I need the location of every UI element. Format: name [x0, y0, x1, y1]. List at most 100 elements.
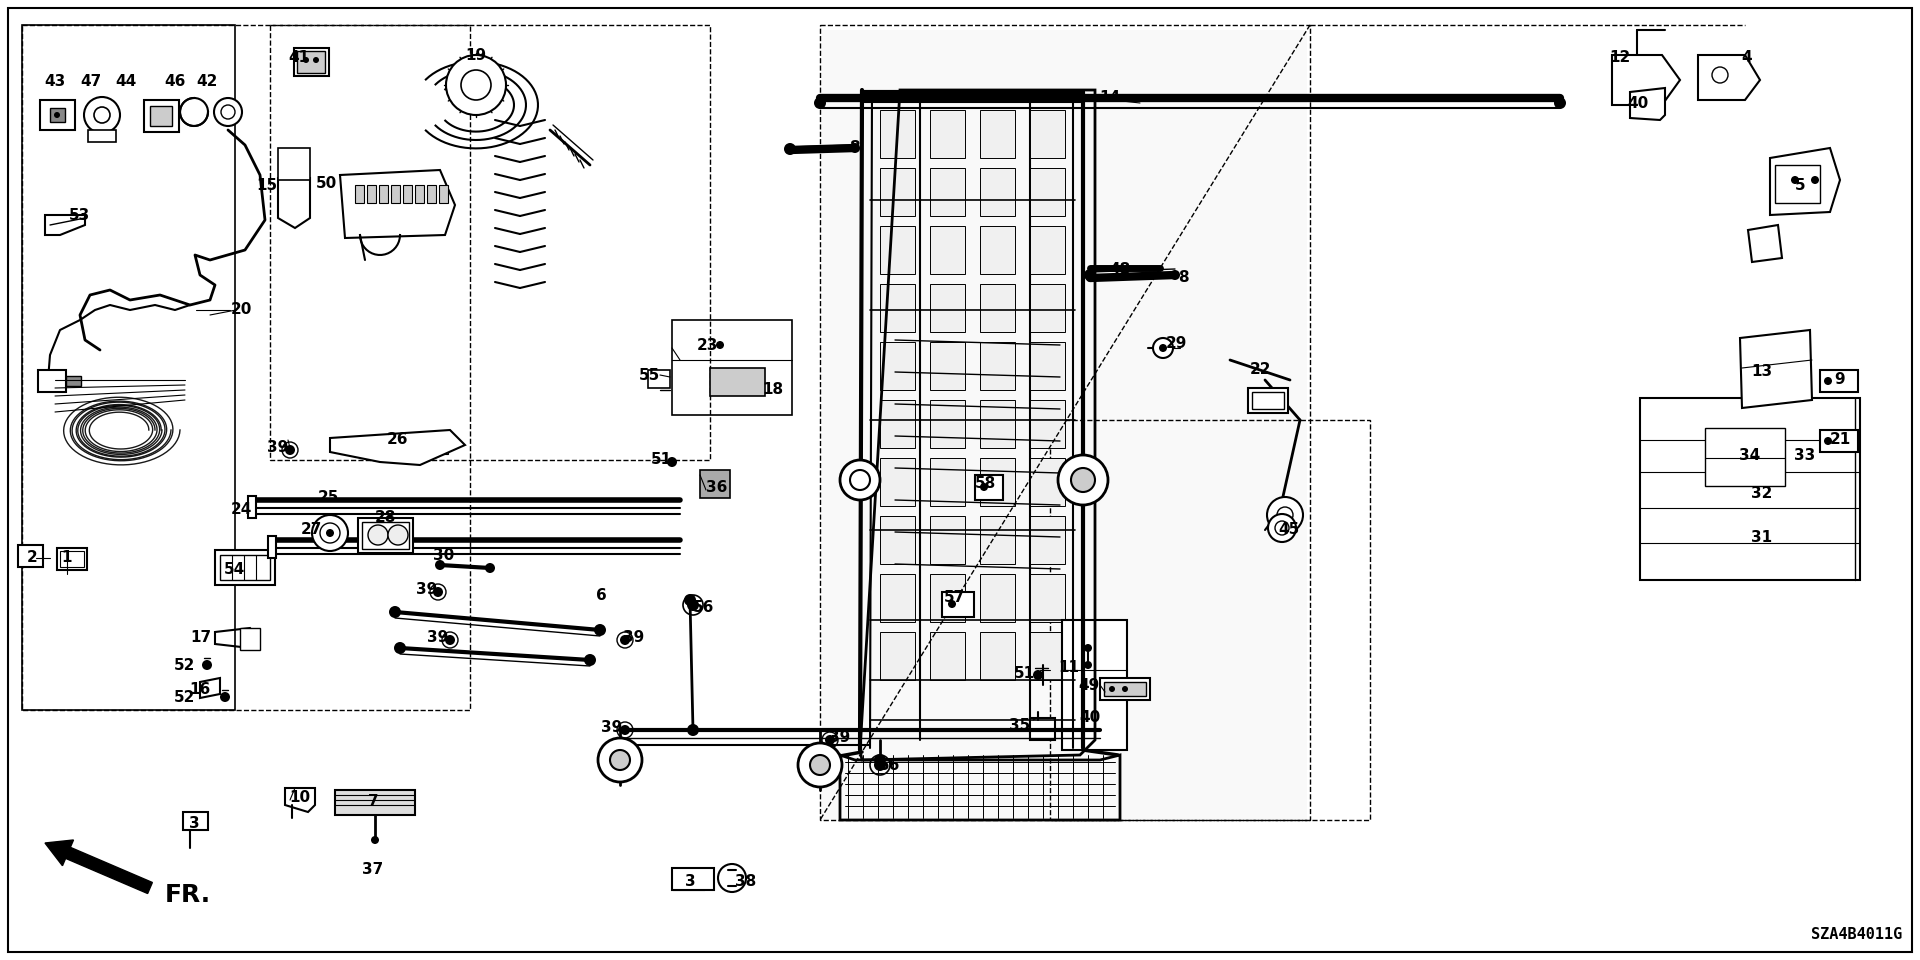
- Circle shape: [810, 755, 829, 775]
- Circle shape: [1071, 468, 1094, 492]
- Text: 39: 39: [426, 631, 447, 645]
- Bar: [1820, 430, 1859, 452]
- Text: 18: 18: [762, 382, 783, 397]
- Text: 58: 58: [975, 475, 996, 491]
- Circle shape: [593, 624, 607, 636]
- Text: 39: 39: [829, 731, 851, 746]
- Bar: [979, 284, 1016, 332]
- Bar: [363, 522, 409, 549]
- Circle shape: [1267, 514, 1296, 542]
- Bar: [701, 470, 730, 498]
- Text: 9: 9: [1836, 372, 1845, 388]
- Text: 24: 24: [230, 502, 252, 517]
- Bar: [357, 518, 413, 553]
- Bar: [979, 632, 1016, 680]
- Bar: [1774, 165, 1820, 203]
- Text: 32: 32: [1751, 486, 1772, 500]
- Polygon shape: [672, 868, 714, 890]
- Polygon shape: [1770, 148, 1839, 215]
- Text: SZA4B4011G: SZA4B4011G: [1811, 927, 1903, 942]
- Bar: [392, 185, 399, 203]
- Circle shape: [874, 759, 885, 771]
- Bar: [440, 185, 447, 203]
- Bar: [879, 168, 916, 216]
- Circle shape: [687, 599, 699, 611]
- Text: 30: 30: [434, 547, 455, 563]
- Bar: [1029, 168, 1066, 216]
- Circle shape: [620, 635, 630, 645]
- Bar: [215, 550, 275, 585]
- Text: 8: 8: [849, 140, 860, 156]
- Text: 13: 13: [1751, 365, 1772, 379]
- Text: 56: 56: [693, 601, 714, 615]
- Circle shape: [311, 515, 348, 551]
- Polygon shape: [215, 628, 257, 648]
- Bar: [88, 130, 115, 142]
- Text: 49: 49: [1079, 678, 1100, 692]
- Text: 40: 40: [1079, 710, 1100, 726]
- Circle shape: [1160, 344, 1167, 352]
- Bar: [248, 496, 255, 518]
- Bar: [979, 574, 1016, 622]
- Text: 36: 36: [707, 479, 728, 494]
- Bar: [1029, 284, 1066, 332]
- Bar: [415, 185, 424, 203]
- Circle shape: [716, 341, 724, 349]
- Polygon shape: [674, 870, 705, 890]
- Circle shape: [1791, 176, 1799, 184]
- Bar: [1705, 428, 1786, 486]
- Circle shape: [284, 445, 296, 455]
- Bar: [367, 185, 376, 203]
- Text: 3: 3: [188, 815, 200, 830]
- Bar: [1029, 110, 1066, 158]
- Text: 17: 17: [190, 631, 211, 645]
- Text: 57: 57: [945, 589, 966, 605]
- Bar: [822, 30, 1308, 820]
- Circle shape: [303, 57, 309, 63]
- Circle shape: [202, 660, 211, 670]
- Circle shape: [1824, 377, 1832, 385]
- Text: 44: 44: [115, 75, 136, 89]
- Text: 41: 41: [288, 50, 309, 64]
- Polygon shape: [50, 108, 65, 122]
- Bar: [424, 442, 434, 454]
- Polygon shape: [1747, 225, 1782, 262]
- Bar: [369, 442, 378, 454]
- Circle shape: [718, 864, 747, 892]
- Polygon shape: [44, 215, 84, 235]
- Bar: [1100, 678, 1150, 700]
- Bar: [411, 442, 420, 454]
- Text: 43: 43: [44, 75, 65, 89]
- Bar: [879, 226, 916, 274]
- Text: 7: 7: [369, 795, 378, 809]
- Text: 19: 19: [465, 47, 486, 62]
- Text: 50: 50: [315, 176, 338, 190]
- Polygon shape: [340, 170, 455, 238]
- Bar: [672, 320, 791, 415]
- Bar: [1252, 392, 1284, 409]
- Circle shape: [1121, 686, 1129, 692]
- Text: 39: 39: [417, 583, 438, 597]
- Circle shape: [1033, 670, 1043, 680]
- Text: 56: 56: [879, 757, 900, 773]
- Bar: [340, 442, 349, 454]
- Text: 25: 25: [319, 490, 340, 505]
- Circle shape: [388, 525, 407, 545]
- Text: 46: 46: [165, 75, 186, 89]
- Text: 40: 40: [1628, 95, 1649, 110]
- Bar: [278, 148, 309, 180]
- Circle shape: [1085, 644, 1092, 652]
- Bar: [929, 632, 966, 680]
- Text: 29: 29: [1165, 335, 1187, 350]
- Text: 47: 47: [81, 75, 102, 89]
- Circle shape: [1154, 338, 1173, 358]
- Bar: [820, 25, 1309, 820]
- Circle shape: [180, 98, 207, 126]
- Circle shape: [1169, 270, 1181, 280]
- Circle shape: [1085, 661, 1092, 669]
- Bar: [1029, 516, 1066, 564]
- Bar: [1029, 574, 1066, 622]
- Circle shape: [620, 725, 630, 735]
- Circle shape: [486, 563, 495, 573]
- Bar: [144, 100, 179, 132]
